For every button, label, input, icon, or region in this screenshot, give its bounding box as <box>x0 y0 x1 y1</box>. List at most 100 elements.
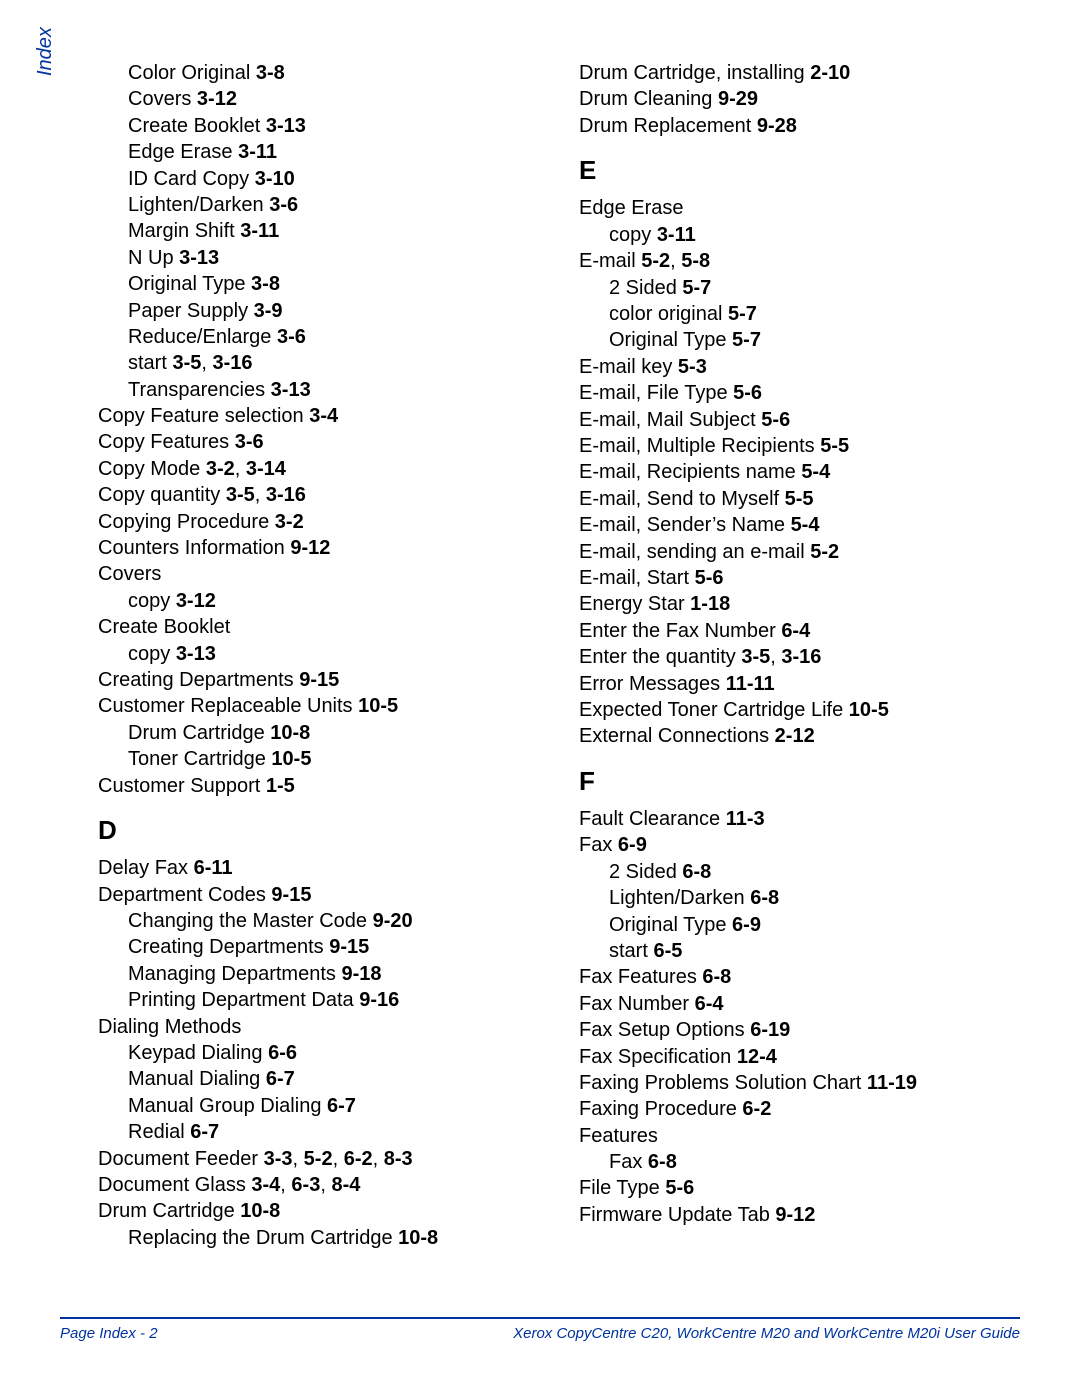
page-ref: 8-4 <box>331 1174 360 1196</box>
index-entry: Changing the Master Code 9-20 <box>98 908 539 934</box>
index-entry: Customer Replaceable Units 10-5 <box>98 693 539 719</box>
entry-text: Copy quantity <box>98 484 226 506</box>
entry-text: E-mail key <box>579 356 678 378</box>
index-entry: Fax Specification 12-4 <box>579 1044 1020 1070</box>
page-ref: 9-20 <box>373 910 413 932</box>
entry-text: , <box>670 250 681 272</box>
index-page: Index Color Original 3-8Covers 3-12Creat… <box>0 0 1080 1388</box>
page-ref: 12-4 <box>737 1046 777 1068</box>
entry-text: Customer Support <box>98 775 266 797</box>
index-entry: copy 3-12 <box>98 588 539 614</box>
page-ref: 6-8 <box>682 861 711 883</box>
footer-right: Xerox CopyCentre C20, WorkCentre M20 and… <box>513 1325 1020 1342</box>
section-heading: F <box>579 764 1020 798</box>
index-entry: E-mail, Start 5-6 <box>579 565 1020 591</box>
index-entry: 2 Sided 6-8 <box>579 859 1020 885</box>
entry-text: Toner Cartridge <box>128 748 271 770</box>
entry-text: Covers <box>128 88 197 110</box>
entry-text: Replacing the Drum Cartridge <box>128 1227 398 1249</box>
entry-text: Original Type <box>128 273 251 295</box>
entry-text: Enter the quantity <box>579 646 741 668</box>
footer-left: Page Index - 2 <box>60 1325 158 1342</box>
page-ref: 9-15 <box>271 884 311 906</box>
page-ref: 3-4 <box>309 405 338 427</box>
index-column: Drum Cartridge, installing 2-10Drum Clea… <box>579 60 1020 1251</box>
index-entry: Drum Cartridge 10-8 <box>98 1198 539 1224</box>
page-ref: 9-28 <box>757 115 797 137</box>
index-entry: Dialing Methods <box>98 1014 539 1040</box>
page-ref: 6-7 <box>266 1068 295 1090</box>
page-ref: 10-8 <box>398 1227 438 1249</box>
entry-text: Edge Erase <box>579 197 684 219</box>
index-entry: Document Glass 3-4, 6-3, 8-4 <box>98 1172 539 1198</box>
index-entry: Covers <box>98 561 539 587</box>
entry-text: , <box>333 1148 344 1170</box>
entry-text: Document Feeder <box>98 1148 264 1170</box>
entry-text: Fax Specification <box>579 1046 737 1068</box>
entry-text: Creating Departments <box>128 936 329 958</box>
index-entry: N Up 3-13 <box>98 245 539 271</box>
entry-text: , <box>235 458 246 480</box>
entry-text: E-mail, Multiple Recipients <box>579 435 820 457</box>
index-column: Color Original 3-8Covers 3-12Create Book… <box>98 60 539 1251</box>
entry-text: E-mail, Sender’s Name <box>579 514 791 536</box>
index-entry: Copying Procedure 3-2 <box>98 509 539 535</box>
entry-text: Original Type <box>609 329 732 351</box>
page-ref: 9-12 <box>290 537 330 559</box>
index-entry: Redial 6-7 <box>98 1119 539 1145</box>
page-ref: 1-5 <box>266 775 295 797</box>
index-entry: Creating Departments 9-15 <box>98 934 539 960</box>
page-ref: 6-5 <box>653 940 682 962</box>
page-ref: 6-8 <box>702 966 731 988</box>
entry-text: Fax Setup Options <box>579 1019 750 1041</box>
entry-text: Error Messages <box>579 673 726 695</box>
page-ref: 3-11 <box>657 224 696 246</box>
index-entry: Firmware Update Tab 9-12 <box>579 1202 1020 1228</box>
entry-text: Create Booklet <box>128 115 266 137</box>
page-ref: 2-12 <box>775 725 815 747</box>
page-ref: 6-8 <box>750 887 779 909</box>
entry-text: External Connections <box>579 725 775 747</box>
page-ref: 6-7 <box>190 1121 219 1143</box>
entry-text: 2 Sided <box>609 861 682 883</box>
page-ref: 5-5 <box>820 435 849 457</box>
entry-text: copy <box>609 224 657 246</box>
index-entry: Manual Group Dialing 6-7 <box>98 1093 539 1119</box>
index-entry: Department Codes 9-15 <box>98 882 539 908</box>
index-entry: File Type 5-6 <box>579 1175 1020 1201</box>
entry-text: Drum Cartridge <box>128 722 270 744</box>
entry-text: E-mail <box>579 250 641 272</box>
index-entry: Customer Support 1-5 <box>98 773 539 799</box>
entry-text: color original <box>609 303 728 325</box>
entry-text: Reduce/Enlarge <box>128 326 277 348</box>
page-ref: 5-6 <box>665 1177 694 1199</box>
entry-text: Manual Group Dialing <box>128 1095 327 1117</box>
index-entry: start 3-5, 3-16 <box>98 350 539 376</box>
entry-text: E-mail, Recipients name <box>579 461 801 483</box>
index-entry: Drum Cartridge 10-8 <box>98 720 539 746</box>
page-ref: 3-9 <box>254 300 283 322</box>
index-entry: Fax Setup Options 6-19 <box>579 1017 1020 1043</box>
page-ref: 3-16 <box>212 352 252 374</box>
index-entry: Faxing Problems Solution Chart 11-19 <box>579 1070 1020 1096</box>
page-ref: 6-3 <box>291 1174 320 1196</box>
index-entry: copy 3-13 <box>98 641 539 667</box>
index-entry: Expected Toner Cartridge Life 10-5 <box>579 697 1020 723</box>
page-ref: 3-16 <box>781 646 821 668</box>
entry-text: Copying Procedure <box>98 511 275 533</box>
entry-text: Margin Shift <box>128 220 240 242</box>
entry-text: Printing Department Data <box>128 989 359 1011</box>
index-entry: Fax Number 6-4 <box>579 991 1020 1017</box>
entry-text: Fax Features <box>579 966 702 988</box>
index-entry: E-mail, File Type 5-6 <box>579 380 1020 406</box>
page-ref: 11-19 <box>867 1072 917 1094</box>
page-ref: 5-2 <box>641 250 670 272</box>
page-ref: 11-11 <box>726 673 775 695</box>
page-ref: 5-5 <box>785 488 814 510</box>
entry-text: Edge Erase <box>128 141 238 163</box>
entry-text: copy <box>128 643 176 665</box>
page-ref: 6-4 <box>695 993 724 1015</box>
entry-text: Document Glass <box>98 1174 251 1196</box>
entry-text: Lighten/Darken <box>128 194 269 216</box>
index-entry: color original 5-7 <box>579 301 1020 327</box>
